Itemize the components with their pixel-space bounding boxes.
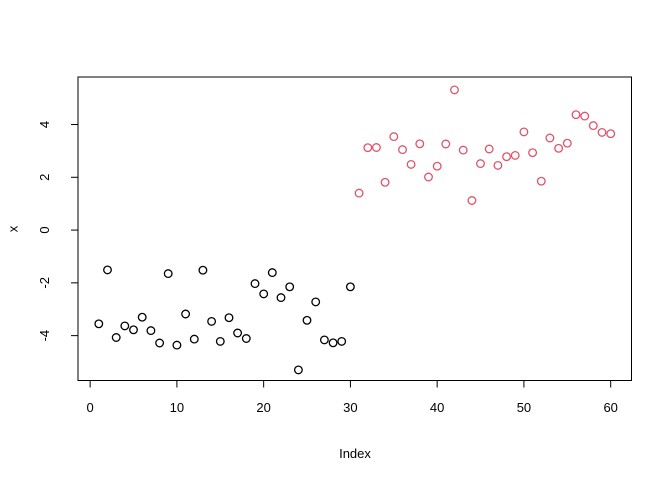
data-point-group-2-red <box>380 177 390 187</box>
data-point-group-1-black <box>103 265 112 275</box>
x-tick-label: 30 <box>343 400 357 415</box>
data-point-group-2-red <box>493 160 503 170</box>
data-point-group-2-red <box>450 85 459 95</box>
y-tick-label: 2 <box>37 174 52 181</box>
y-axis-title: x <box>5 225 21 233</box>
data-point-group-2-red <box>502 152 512 162</box>
data-point-group-1-black <box>328 338 338 348</box>
data-point-group-1-black <box>267 268 277 278</box>
data-point-group-1-black <box>241 334 251 343</box>
data-point-group-2-red <box>424 172 433 182</box>
data-point-group-1-black <box>120 321 130 331</box>
data-point-group-1-black <box>207 316 217 326</box>
data-point-group-1-black <box>276 293 286 303</box>
data-point-group-2-red <box>476 159 485 169</box>
y-tick-label: -4 <box>37 330 52 342</box>
data-point-group-2-red <box>406 159 416 169</box>
data-point-group-1-black <box>129 325 138 335</box>
plot-box <box>77 76 632 381</box>
data-point-group-2-red <box>536 176 546 186</box>
data-point-group-2-red <box>389 132 399 142</box>
data-point-group-2-red <box>432 161 442 171</box>
y-tick-label: 0 <box>37 226 52 233</box>
data-point-group-2-red <box>588 121 598 131</box>
x-tick-label: 60 <box>603 400 617 415</box>
data-point-group-1-black <box>215 336 225 346</box>
data-point-group-1-black <box>337 336 347 346</box>
data-point-group-1-black <box>146 326 156 336</box>
data-point-group-2-red <box>562 138 572 148</box>
data-point-group-1-black <box>94 319 104 329</box>
data-point-group-1-black <box>345 282 355 292</box>
data-point-group-2-red <box>510 150 520 160</box>
x-tick-label: 50 <box>517 400 531 415</box>
data-point-group-1-black <box>163 269 173 279</box>
data-point-group-1-black <box>189 334 199 344</box>
data-point-group-1-black <box>137 312 147 322</box>
data-point-group-1-black <box>155 338 165 348</box>
y-tick-label: 4 <box>37 121 52 128</box>
data-point-group-1-black <box>302 315 312 325</box>
data-point-group-1-black <box>293 365 303 375</box>
data-point-group-2-red <box>606 129 616 139</box>
x-axis-title: Index <box>339 446 371 461</box>
y-tick-label: -2 <box>37 277 52 289</box>
x-tick-label: 40 <box>430 400 444 415</box>
data-point-group-1-black <box>224 313 234 323</box>
data-point-group-1-black <box>285 282 295 292</box>
x-tick-label: 10 <box>170 400 184 415</box>
data-point-group-1-black <box>259 289 269 299</box>
data-point-group-2-red <box>519 127 529 137</box>
data-point-group-2-red <box>415 139 425 149</box>
x-tick-label: 0 <box>87 400 94 415</box>
data-point-group-2-red <box>398 145 407 155</box>
data-point-group-1-black <box>198 265 208 275</box>
data-point-group-2-red <box>371 143 381 152</box>
data-point-group-1-black <box>311 297 321 307</box>
data-point-group-2-red <box>467 196 477 205</box>
data-point-group-1-black <box>319 335 329 345</box>
data-point-group-2-red <box>545 133 555 143</box>
data-point-group-1-black <box>172 340 182 350</box>
data-point-group-2-red <box>528 148 538 158</box>
data-point-group-2-red <box>554 143 564 153</box>
data-point-group-2-red <box>484 144 494 154</box>
x-tick-label: 20 <box>256 400 270 415</box>
data-point-group-2-red <box>571 110 581 120</box>
data-point-group-2-red <box>458 145 468 155</box>
data-point-group-2-red <box>441 139 451 149</box>
data-point-group-2-red <box>597 127 607 137</box>
data-point-group-1-black <box>250 279 260 289</box>
data-point-group-1-black <box>181 309 191 319</box>
data-point-group-1-black <box>111 333 121 342</box>
data-point-group-2-red <box>580 111 590 121</box>
data-point-group-2-red <box>363 143 373 153</box>
data-point-group-2-red <box>354 188 364 198</box>
data-point-group-1-black <box>233 328 243 338</box>
